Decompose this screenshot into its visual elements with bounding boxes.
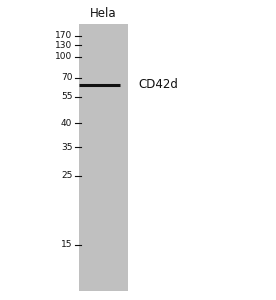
- Text: 15: 15: [61, 240, 72, 249]
- Text: 100: 100: [55, 52, 72, 62]
- Text: CD42d: CD42d: [138, 78, 178, 91]
- Text: 35: 35: [61, 142, 72, 152]
- Text: Hela: Hela: [90, 7, 117, 20]
- Text: 70: 70: [61, 74, 72, 82]
- Text: 55: 55: [61, 92, 72, 101]
- Text: 25: 25: [61, 171, 72, 180]
- Text: 130: 130: [55, 40, 72, 50]
- Text: 40: 40: [61, 118, 72, 127]
- Bar: [79, 24, 128, 291]
- Text: 170: 170: [55, 32, 72, 40]
